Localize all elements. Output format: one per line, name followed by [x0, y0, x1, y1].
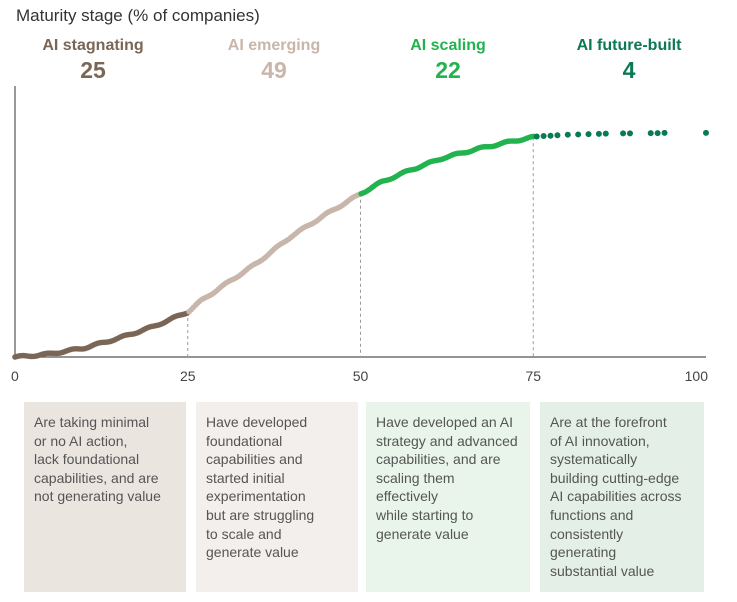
description-line: generate value	[376, 525, 469, 542]
future-built-point	[595, 130, 602, 137]
x-tick-label: 25	[180, 368, 196, 384]
future-built-point	[547, 132, 554, 139]
future-built-point	[647, 130, 654, 137]
x-tick-label: 75	[525, 368, 541, 384]
description-line: capabilities, and are	[376, 451, 501, 468]
chart-title: Maturity stage (% of companies)	[16, 6, 260, 25]
description-line: substantial value	[550, 562, 655, 579]
description-line: started initial	[206, 469, 285, 486]
maturity-curve-chart: 0 25 50 75 100	[11, 86, 709, 384]
future-built-point	[602, 130, 609, 137]
description-line: AI capabilities across	[550, 488, 682, 505]
x-tick-label: 0	[11, 368, 19, 384]
stage-percent: 25	[80, 57, 106, 83]
future-built-point	[540, 132, 547, 139]
stage-header-stagnating: AI stagnating 25	[18, 36, 168, 84]
description-line: building cutting-edge	[550, 469, 680, 486]
x-tick-label: 100	[685, 368, 709, 384]
stage-percent: 4	[622, 57, 636, 83]
stage-header-future-built: AI future-built 4	[554, 36, 704, 84]
description-line: capabilities, and are	[34, 469, 159, 486]
stage-name: AI emerging	[227, 37, 321, 54]
future-built-point	[654, 130, 661, 137]
stage-name: AI future-built	[576, 37, 682, 54]
stage-percent: 49	[261, 57, 287, 83]
future-built-point	[620, 130, 627, 137]
description-line: systematically	[550, 451, 638, 468]
description-line: to scale and	[206, 525, 282, 542]
stage-description-future-built: Are at the forefront of AI innovation, sys…	[540, 402, 704, 592]
description-line: but are struggling	[206, 506, 315, 523]
stage-header-scaling: AI scaling 22	[373, 36, 523, 84]
stage-header-emerging: AI emerging 49	[199, 36, 349, 84]
future-built-point	[661, 129, 668, 136]
description-line: generate value	[206, 544, 299, 561]
future-built-point	[533, 133, 540, 140]
stage-description-stagnating: Are taking minimal or no AI action, lack f…	[24, 402, 186, 592]
description-line: lack foundational	[34, 451, 140, 468]
description-line: strategy and advanced	[376, 432, 518, 449]
description-line: Are taking minimal	[34, 414, 150, 430]
description-line: consistently	[550, 525, 624, 542]
stage-description-scaling: Have developed an AI strategy and advance…	[366, 402, 530, 592]
stage-description-emerging: Have developed foundational capabilities a…	[196, 402, 358, 592]
future-built-point	[626, 130, 633, 137]
description-line: scaling them effectively	[376, 469, 455, 505]
future-built-point	[554, 132, 561, 139]
x-tick-label: 50	[353, 368, 369, 384]
description-line: of AI innovation,	[550, 432, 650, 449]
future-built-point	[564, 131, 571, 138]
description-line: Have developed	[206, 414, 308, 430]
future-built-point	[575, 131, 582, 138]
stage-name: AI stagnating	[42, 37, 144, 54]
description-line: while starting to	[376, 506, 474, 523]
description-line: Are at the forefront	[550, 414, 667, 430]
future-built-point	[585, 131, 592, 138]
description-line: generating	[550, 544, 617, 561]
stage-name: AI scaling	[410, 37, 486, 54]
future-built-point	[703, 129, 709, 136]
description-line: foundational	[206, 432, 283, 449]
stage-percent: 22	[435, 57, 461, 83]
description-line: functions and	[550, 506, 634, 523]
description-line: or no AI action,	[34, 432, 128, 449]
description-line: experimentation	[206, 488, 306, 505]
description-line: Have developed an AI	[376, 414, 513, 430]
description-line: capabilities and	[206, 451, 303, 468]
description-line: not generating value	[34, 488, 161, 505]
